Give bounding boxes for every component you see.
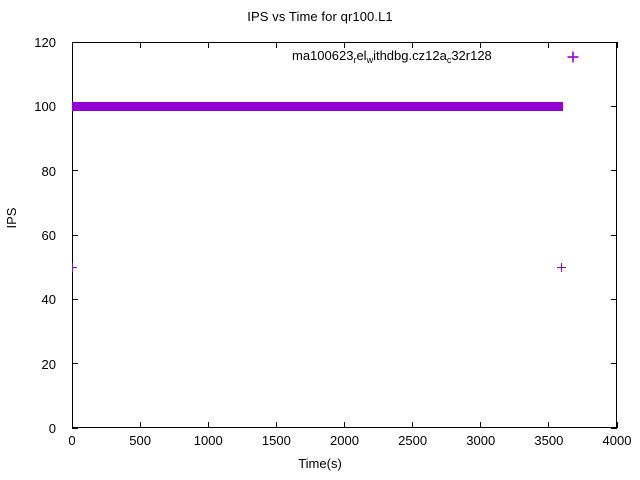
x-tick-label: 4000	[602, 433, 632, 448]
legend: ma100623relwithdbg.cz12ac32r128	[292, 48, 492, 65]
y-tick-label: 0	[48, 421, 56, 436]
y-tick-label: 80	[41, 163, 56, 179]
legend-label-subscript: r	[353, 55, 357, 65]
y-tick-mark	[611, 105, 617, 107]
y-tick-mark	[611, 170, 617, 172]
x-tick-mark	[412, 42, 414, 48]
y-tick-label: 120	[34, 35, 56, 50]
y-tick-mark	[72, 363, 78, 365]
x-tick-mark	[275, 422, 277, 428]
x-tick-mark	[71, 42, 73, 48]
x-tick-mark	[139, 422, 141, 428]
x-tick-mark	[480, 42, 482, 48]
y-tick-mark	[72, 234, 78, 236]
x-tick-label: 3500	[534, 433, 564, 448]
y-tick-mark	[72, 170, 78, 172]
x-tick-mark	[412, 422, 414, 428]
plot-frame	[72, 42, 617, 428]
x-axis-title: Time(s)	[298, 456, 342, 471]
y-tick-mark	[611, 363, 617, 365]
y-tick-mark	[611, 427, 617, 429]
y-tick-mark	[611, 41, 617, 43]
chart-title: IPS vs Time for qr100.L1	[247, 9, 393, 24]
plus-marker-icon	[567, 51, 579, 63]
y-axis-title: IPS	[4, 207, 19, 229]
y-tick-mark	[72, 41, 78, 43]
legend-label-segment: ma100623	[292, 48, 354, 63]
x-tick-mark	[275, 42, 277, 48]
legend-label-segment: 32r128	[451, 48, 492, 63]
x-tick-mark	[480, 422, 482, 428]
x-tick-mark	[207, 422, 209, 428]
legend-label-subscript: c	[446, 55, 452, 65]
x-tick-mark	[207, 42, 209, 48]
x-tick-label: 1000	[193, 433, 223, 448]
y-tick-label: 60	[41, 228, 56, 243]
legend-label-segment: ithdbg.cz12a	[373, 48, 447, 63]
x-tick-label: 3000	[466, 433, 496, 448]
x-tick-mark	[616, 42, 618, 48]
x-tick-label: 2500	[398, 433, 428, 448]
y-tick-mark	[72, 427, 78, 429]
legend-label-subscript: w	[366, 55, 374, 65]
x-tick-label: 1500	[261, 433, 291, 448]
x-tick-label: 2000	[330, 433, 359, 448]
legend-label-segment: el	[356, 48, 367, 63]
x-tick-mark	[616, 422, 618, 428]
x-tick-mark	[344, 422, 345, 428]
x-tick-label: 0	[68, 433, 76, 448]
y-tick-mark	[72, 298, 78, 300]
y-tick-label: 100	[34, 99, 56, 115]
x-tick-mark	[344, 42, 345, 48]
y-tick-mark	[611, 298, 617, 300]
y-tick-mark	[611, 234, 617, 236]
y-tick-label: 20	[41, 356, 56, 372]
x-tick-mark	[548, 422, 550, 428]
x-tick-label: 500	[129, 433, 151, 448]
y-tick-mark	[72, 105, 78, 107]
x-tick-mark	[71, 422, 73, 428]
y-tick-label: 40	[41, 292, 56, 308]
legend-entry-label: ma100623relwithdbg.cz12ac32r128	[292, 48, 492, 65]
x-tick-mark	[548, 42, 550, 48]
x-tick-mark	[139, 42, 141, 48]
